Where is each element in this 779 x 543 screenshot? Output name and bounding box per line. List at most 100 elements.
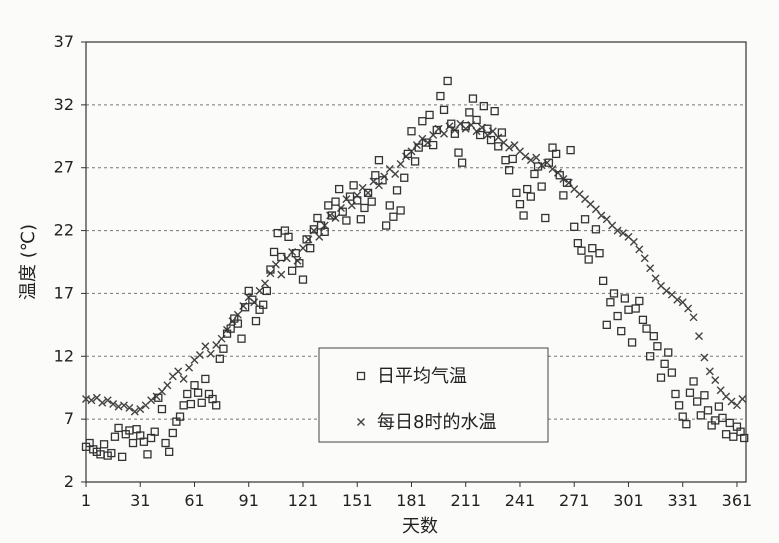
y-tick-label: 27: [54, 158, 74, 177]
air-temperature-point: [537, 182, 546, 191]
water-temperature-point: [640, 254, 649, 263]
air-temperature-point: [541, 213, 550, 223]
air-temperature-point: [566, 145, 575, 155]
water-temperature-point: [255, 286, 264, 295]
y-tick-label: 22: [54, 221, 74, 240]
water-temperature-point: [87, 396, 96, 405]
air-temperature-point: [599, 276, 608, 286]
water-temperature-point: [700, 353, 709, 362]
air-temperature-point: [443, 76, 452, 86]
water-temperature-point: [591, 205, 600, 214]
air-temperature-point: [186, 399, 196, 409]
x-tick-label: 301: [613, 491, 644, 510]
air-temperature-point: [143, 450, 152, 459]
air-temperature-point: [157, 404, 167, 414]
x-tick-label: 211: [450, 491, 481, 510]
y-tick-label: 2: [64, 472, 74, 491]
water-temperature-point: [689, 313, 698, 322]
air-temperature-point: [327, 211, 337, 220]
air-temperature-point: [389, 212, 398, 221]
air-temperature-point: [602, 320, 611, 330]
water-temperature-point: [147, 396, 156, 405]
water-temperature-point: [521, 152, 530, 161]
air-temperature-point: [497, 128, 507, 137]
water-temperature-point: [635, 245, 644, 254]
water-temperature-point: [109, 400, 118, 409]
air-temperature-point: [403, 149, 413, 159]
air-temperature-point: [606, 298, 615, 307]
air-temperature-point: [700, 391, 709, 400]
air-temperature-point: [396, 206, 405, 215]
air-temperature-point: [656, 373, 666, 382]
air-temperature-point: [588, 244, 597, 253]
water-temperature-point: [629, 237, 638, 246]
legend: 日平均气温 每日8时的水温: [318, 347, 549, 443]
legend-water-label: 每日8时的水温: [377, 412, 496, 433]
air-temperature-point: [570, 222, 579, 231]
water-temperature-point: [532, 153, 541, 162]
air-temperature-point: [486, 135, 496, 145]
water-temperature-point: [174, 367, 183, 376]
air-temperature-point: [251, 316, 261, 326]
water-temperature-point: [510, 141, 519, 150]
water-temperature-point: [461, 124, 470, 133]
water-temperature-point: [732, 401, 741, 410]
air-temperature-point: [371, 171, 380, 180]
x-tick-label: 91: [239, 491, 259, 510]
air-temperature-point: [508, 154, 517, 164]
water-temperature-point: [646, 264, 655, 273]
air-temperature-point: [584, 255, 593, 264]
x-tick-label: 271: [559, 491, 590, 510]
air-temperature-point: [646, 352, 655, 361]
air-temperature-point: [649, 332, 658, 341]
y-axis-label: 温度 (℃): [18, 224, 39, 300]
y-tick-label: 7: [64, 409, 74, 428]
air-temperature-point: [432, 125, 441, 135]
water-temperature-point: [673, 295, 682, 304]
air-temperature-point: [609, 289, 619, 298]
x-tick-label: 181: [396, 491, 427, 510]
water-temperature-point: [684, 304, 693, 313]
water-temperature-point: [298, 244, 307, 253]
water-temperature-point: [125, 403, 134, 412]
air-temperature-point: [320, 227, 329, 236]
air-temperature-point: [331, 197, 340, 206]
air-temperature-point: [533, 162, 543, 171]
legend-cross: [357, 418, 365, 426]
air-temperature-point: [367, 197, 376, 206]
water-temperature-point: [705, 367, 714, 376]
air-temperature-point: [183, 389, 192, 399]
legend-box: [318, 347, 549, 443]
x-tick-label: 331: [667, 491, 698, 510]
air-temperature-point: [295, 259, 304, 268]
air-temperature-point: [374, 156, 384, 165]
legend-square: [356, 371, 366, 381]
air-temperature-point: [436, 91, 445, 101]
air-temperature-point: [161, 438, 170, 448]
air-temperature-point: [468, 94, 478, 103]
air-temperature-point: [165, 447, 174, 456]
air-temperature-point: [284, 232, 293, 242]
air-temperature-point: [335, 184, 344, 194]
y-tick-label: 12: [54, 346, 74, 365]
air-temperature-point: [577, 246, 586, 255]
air-temperature-point: [259, 300, 268, 309]
air-temperature-point: [237, 334, 246, 343]
air-temperature-point: [653, 342, 662, 351]
air-temperature-point: [353, 196, 362, 205]
water-temperature-point: [727, 397, 736, 406]
water-temperature-point: [505, 143, 514, 152]
x-tick-label: 121: [288, 491, 319, 510]
air-temperature-point: [107, 448, 116, 458]
air-temperature-point: [519, 211, 528, 220]
water-temperature-point: [716, 386, 725, 395]
water-temperature-point: [602, 215, 611, 224]
water-temperature-point: [619, 229, 628, 238]
air-temperature-point: [512, 188, 521, 198]
x-tick-label: 31: [130, 491, 150, 510]
air-temperature-point: [407, 127, 416, 136]
air-temperature-point: [382, 221, 391, 230]
air-temperature-point: [457, 158, 467, 167]
